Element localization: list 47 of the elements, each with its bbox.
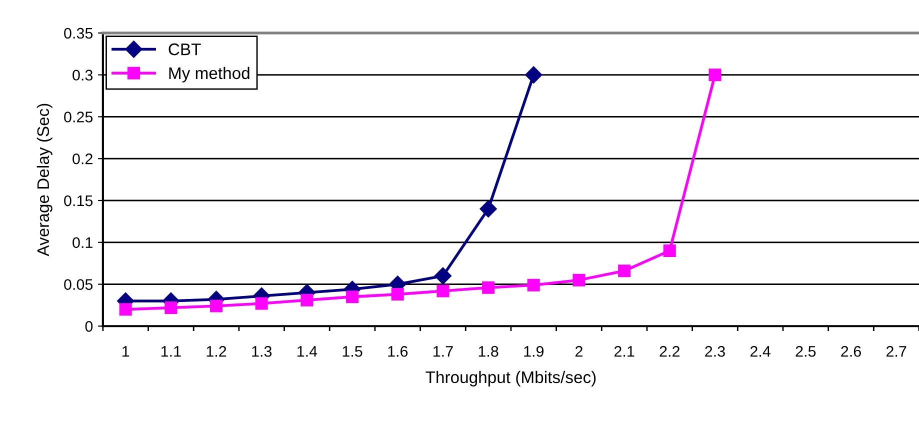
y-tick-label: 0.2 <box>72 153 92 164</box>
x-tick-label: 2 <box>575 346 582 357</box>
point <box>391 288 404 301</box>
y-tick-label: 0.15 <box>64 195 93 206</box>
y-tick-label: 0.35 <box>64 28 93 39</box>
x-tick-label: 1.1 <box>161 346 181 357</box>
x-tick-label: 1.9 <box>524 346 544 357</box>
x-tick-label: 1.3 <box>252 346 272 357</box>
x-tick-label: 2.6 <box>841 346 861 357</box>
point <box>527 278 540 292</box>
x-tick-label: 2.2 <box>660 346 680 357</box>
y-tick-label: 0.25 <box>64 112 93 122</box>
x-tick-label: 2.4 <box>750 346 770 357</box>
x-tick-label: 2.3 <box>705 346 725 357</box>
x-tick-label: 1.8 <box>478 346 498 357</box>
point <box>300 294 314 306</box>
legend-label: My method <box>169 66 250 82</box>
x-axis-title: Throughput (Mbits/sec) <box>426 370 596 386</box>
point <box>164 301 178 314</box>
point <box>210 300 223 312</box>
legend-label: CBT <box>168 43 201 56</box>
y-tick-label: 0 <box>85 321 93 332</box>
point <box>434 267 452 284</box>
x-tick-label: 1 <box>122 346 130 357</box>
x-tick-label: 1.7 <box>434 346 453 357</box>
y-tick-label: 0.05 <box>64 279 93 290</box>
point <box>482 281 495 294</box>
x-tick-label: 1.6 <box>388 346 408 357</box>
point <box>708 68 722 82</box>
y-tick-label: 0.3 <box>72 70 93 81</box>
point <box>436 284 450 298</box>
point <box>346 290 359 304</box>
x-tick-label: 2.7 <box>886 346 906 357</box>
point <box>663 244 676 258</box>
point <box>572 274 586 286</box>
x-tick-label: 2.1 <box>614 346 634 357</box>
point <box>119 303 132 316</box>
x-tick-label: 2.5 <box>796 346 816 357</box>
point <box>618 264 631 278</box>
x-tick-label: 1.5 <box>342 346 362 357</box>
y-tick-label: 0.1 <box>72 237 92 248</box>
y-axis-title: Average Delay (Sec) <box>36 104 52 256</box>
point <box>480 200 497 218</box>
point <box>255 297 268 310</box>
point <box>525 66 542 84</box>
x-tick-label: 1.4 <box>297 346 318 357</box>
x-tick-label: 1.2 <box>206 346 226 357</box>
